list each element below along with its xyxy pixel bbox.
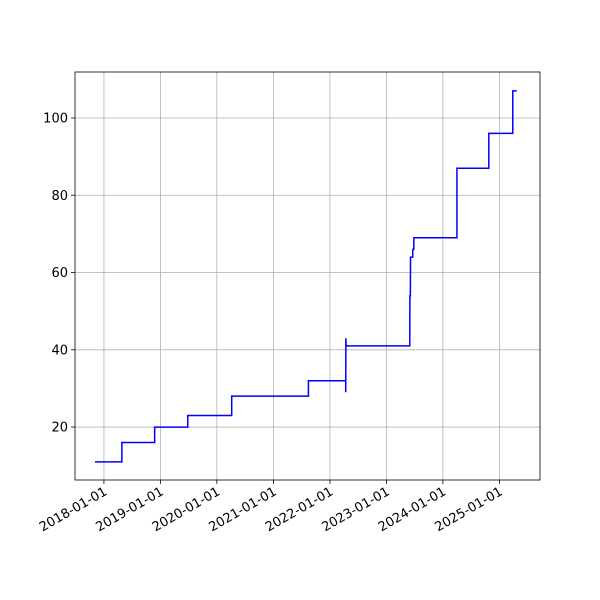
data-line	[94, 90, 517, 463]
plot-frame	[74, 71, 541, 481]
y-tick-label: 80	[51, 189, 68, 204]
y-tick-label: 40	[51, 343, 68, 358]
y-tick-label: 60	[51, 266, 68, 281]
y-tick-label: 100	[43, 111, 68, 126]
y-tick-label: 20	[51, 421, 68, 436]
